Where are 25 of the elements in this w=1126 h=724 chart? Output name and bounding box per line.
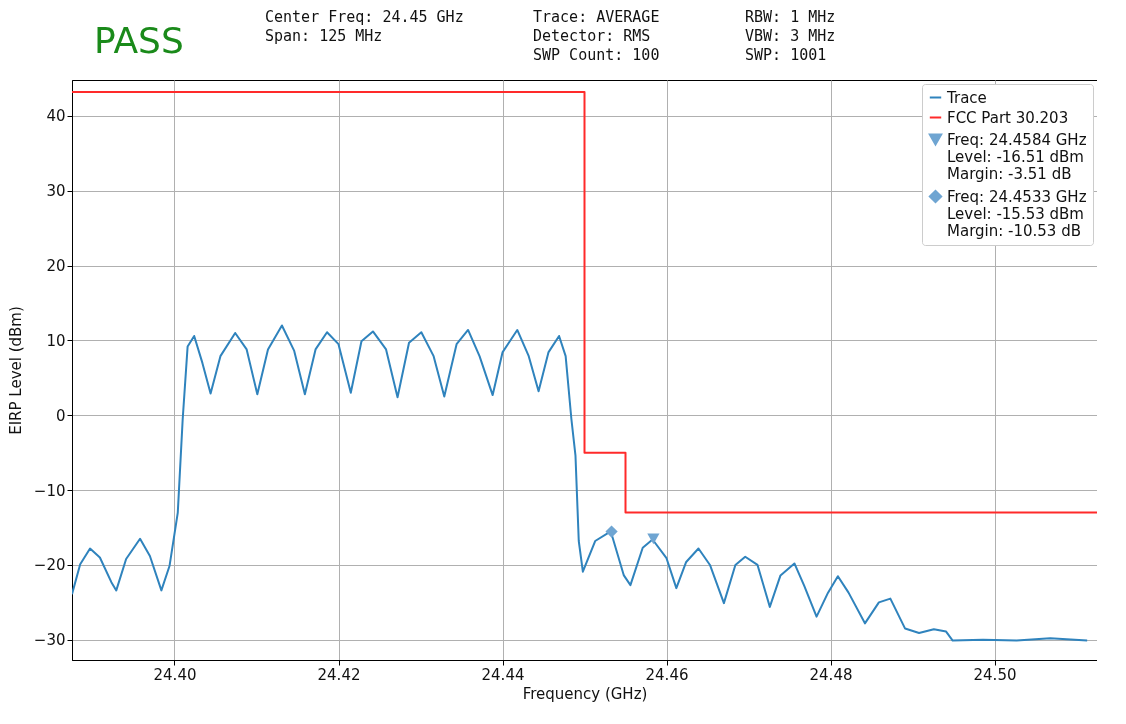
y-tick-label: 0 bbox=[55, 406, 66, 425]
text: Trace: AVERAGE Detector: RMS SWP Count: 100 bbox=[533, 8, 660, 65]
y-tick-label: 20 bbox=[46, 257, 66, 276]
text: Center Freq: 24.45 GHz Span: 125 MHz bbox=[265, 8, 464, 46]
text: RBW: 1 MHz VBW: 3 MHz SWP: 1001 bbox=[745, 8, 836, 65]
y-tick-label: −20 bbox=[33, 556, 66, 575]
legend-label: Freq: 24.4533 GHz Level: -15.53 dBm Margin: -10.53 dB bbox=[947, 187, 1087, 240]
y-tick-label: −30 bbox=[33, 631, 66, 650]
x-tick-label: 24.40 bbox=[153, 665, 197, 684]
legend-label: Trace bbox=[946, 88, 987, 107]
y-tick-label: 10 bbox=[46, 331, 66, 350]
x-tick-label: 24.46 bbox=[645, 665, 689, 684]
legend-label: FCC Part 30.203 bbox=[947, 108, 1069, 127]
x-tick-label: 24.44 bbox=[481, 665, 525, 684]
chart-title: PASS bbox=[94, 20, 184, 61]
line-series bbox=[72, 324, 1089, 642]
x-tick-label: 24.48 bbox=[809, 665, 853, 684]
x-axis-title: Frequency (GHz) bbox=[522, 684, 648, 703]
y-tick-label: 40 bbox=[46, 107, 66, 126]
y-tick-label: −10 bbox=[33, 481, 66, 500]
y-tick-label: 30 bbox=[46, 182, 66, 201]
x-tick-label: 24.50 bbox=[973, 665, 1017, 684]
x-tick-label: 24.42 bbox=[317, 665, 361, 684]
legend-label: Freq: 24.4584 GHz Level: -16.51 dBm Margin: -3.51 dB bbox=[947, 130, 1087, 183]
y-axis-title: EIRP Level (dBm) bbox=[6, 306, 25, 435]
